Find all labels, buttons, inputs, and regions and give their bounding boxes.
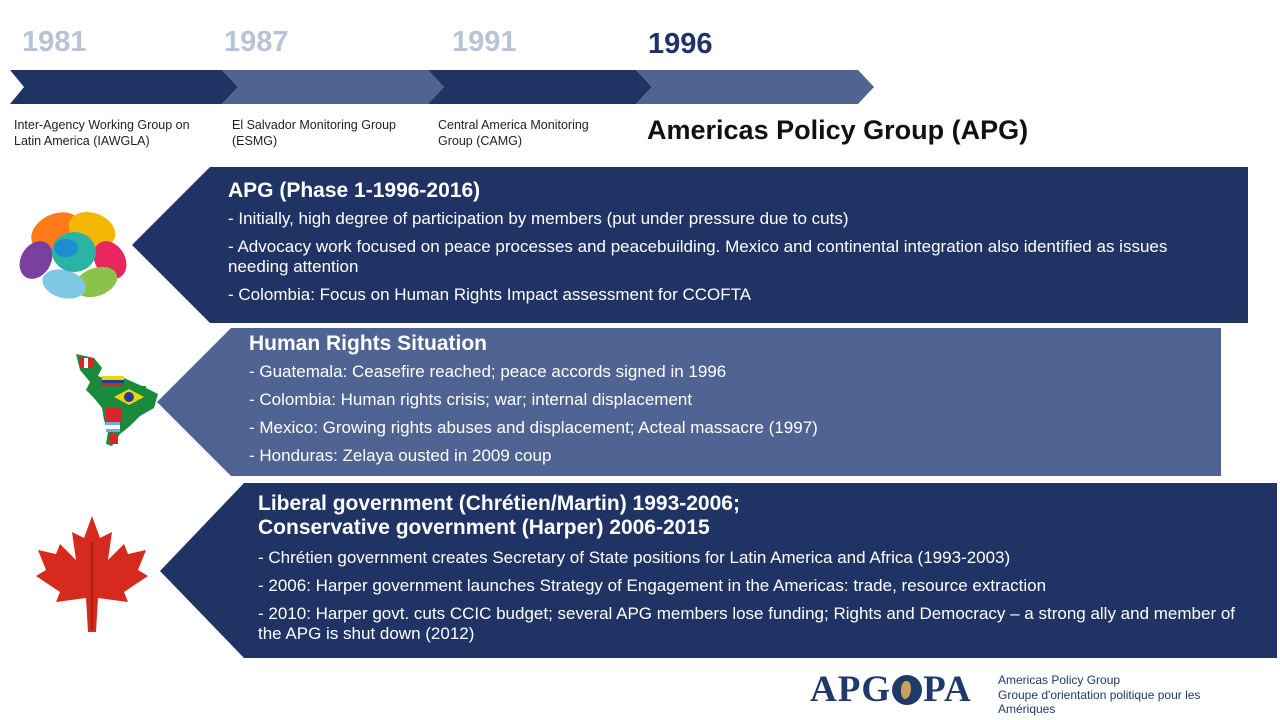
timeline-year-1981: 1981 — [22, 26, 87, 58]
government-item: - 2010: Harper govt. cuts CCIC budget; s… — [258, 604, 1236, 643]
logo-mark-left: APG — [810, 669, 892, 710]
human-rights-panel: Human Rights Situation - Guatemala: Ceas… — [157, 328, 1221, 476]
latin-america-flags-map-icon — [76, 354, 158, 446]
government-panel: Liberal government (Chrétien/Martin) 199… — [160, 483, 1277, 658]
timeline-segment-1991 — [428, 70, 652, 104]
apg-opa-logo: APG PA Americas Policy Group Groupe d'ori… — [810, 666, 1260, 716]
logo-line-french: Groupe d'orientation politique pour les … — [998, 688, 1201, 716]
timeline-segment-1981 — [10, 70, 238, 104]
timeline-arrow — [10, 70, 874, 104]
timeline-label-iawgla: Inter-Agency Working Group on Latin Amer… — [14, 118, 190, 148]
timeline-label-esmg: El Salvador Monitoring Group (ESMG) — [232, 118, 396, 148]
timeline-year-1996: 1996 — [648, 28, 713, 60]
human-rights-item: - Guatemala: Ceasefire reached; peace ac… — [249, 362, 727, 381]
logo-line-english: Americas Policy Group — [998, 673, 1121, 687]
timeline-segment-1987 — [222, 70, 444, 104]
apg-phase-item: - Initially, high degree of participatio… — [228, 209, 849, 228]
government-title-line2: Conservative government (Harper) 2006-20… — [258, 516, 710, 539]
human-rights-item: - Mexico: Growing rights abuses and disp… — [249, 418, 818, 437]
hands-icon — [19, 212, 127, 299]
timeline-label-apg: Americas Policy Group (APG) — [647, 115, 1029, 145]
government-item: - 2006: Harper government launches Strat… — [258, 576, 1047, 595]
globe-icon — [892, 674, 923, 705]
logo-mark: APG PA — [810, 668, 972, 711]
government-item: - Chrétien government creates Secretary … — [258, 548, 1011, 567]
maple-leaf-icon — [36, 516, 148, 632]
government-title: Liberal government (Chrétien/Martin) 199… — [258, 492, 1263, 540]
apg-phase-title: APG (Phase 1-1996-2016) — [228, 179, 481, 202]
human-rights-item: - Colombia: Human rights crisis; war; in… — [249, 390, 693, 409]
timeline-label-camg: Central America Monitoring Group (CAMG) — [438, 118, 589, 148]
timeline-segment-1996 — [636, 70, 874, 104]
timeline-year-1987: 1987 — [224, 26, 289, 58]
apg-phase-item: - Advocacy work focused on peace process… — [228, 237, 1168, 276]
apg-phase-panel: APG (Phase 1-1996-2016) - Initially, hig… — [132, 167, 1248, 323]
human-rights-item: - Honduras: Zelaya ousted in 2009 coup — [249, 446, 552, 465]
human-rights-title: Human Rights Situation — [249, 332, 487, 355]
timeline-year-1991: 1991 — [452, 26, 517, 58]
logo-mark-right: PA — [923, 669, 972, 710]
government-title-line1: Liberal government (Chrétien/Martin) 199… — [258, 492, 740, 515]
apg-phase-item: - Colombia: Focus on Human Rights Impact… — [228, 285, 752, 304]
